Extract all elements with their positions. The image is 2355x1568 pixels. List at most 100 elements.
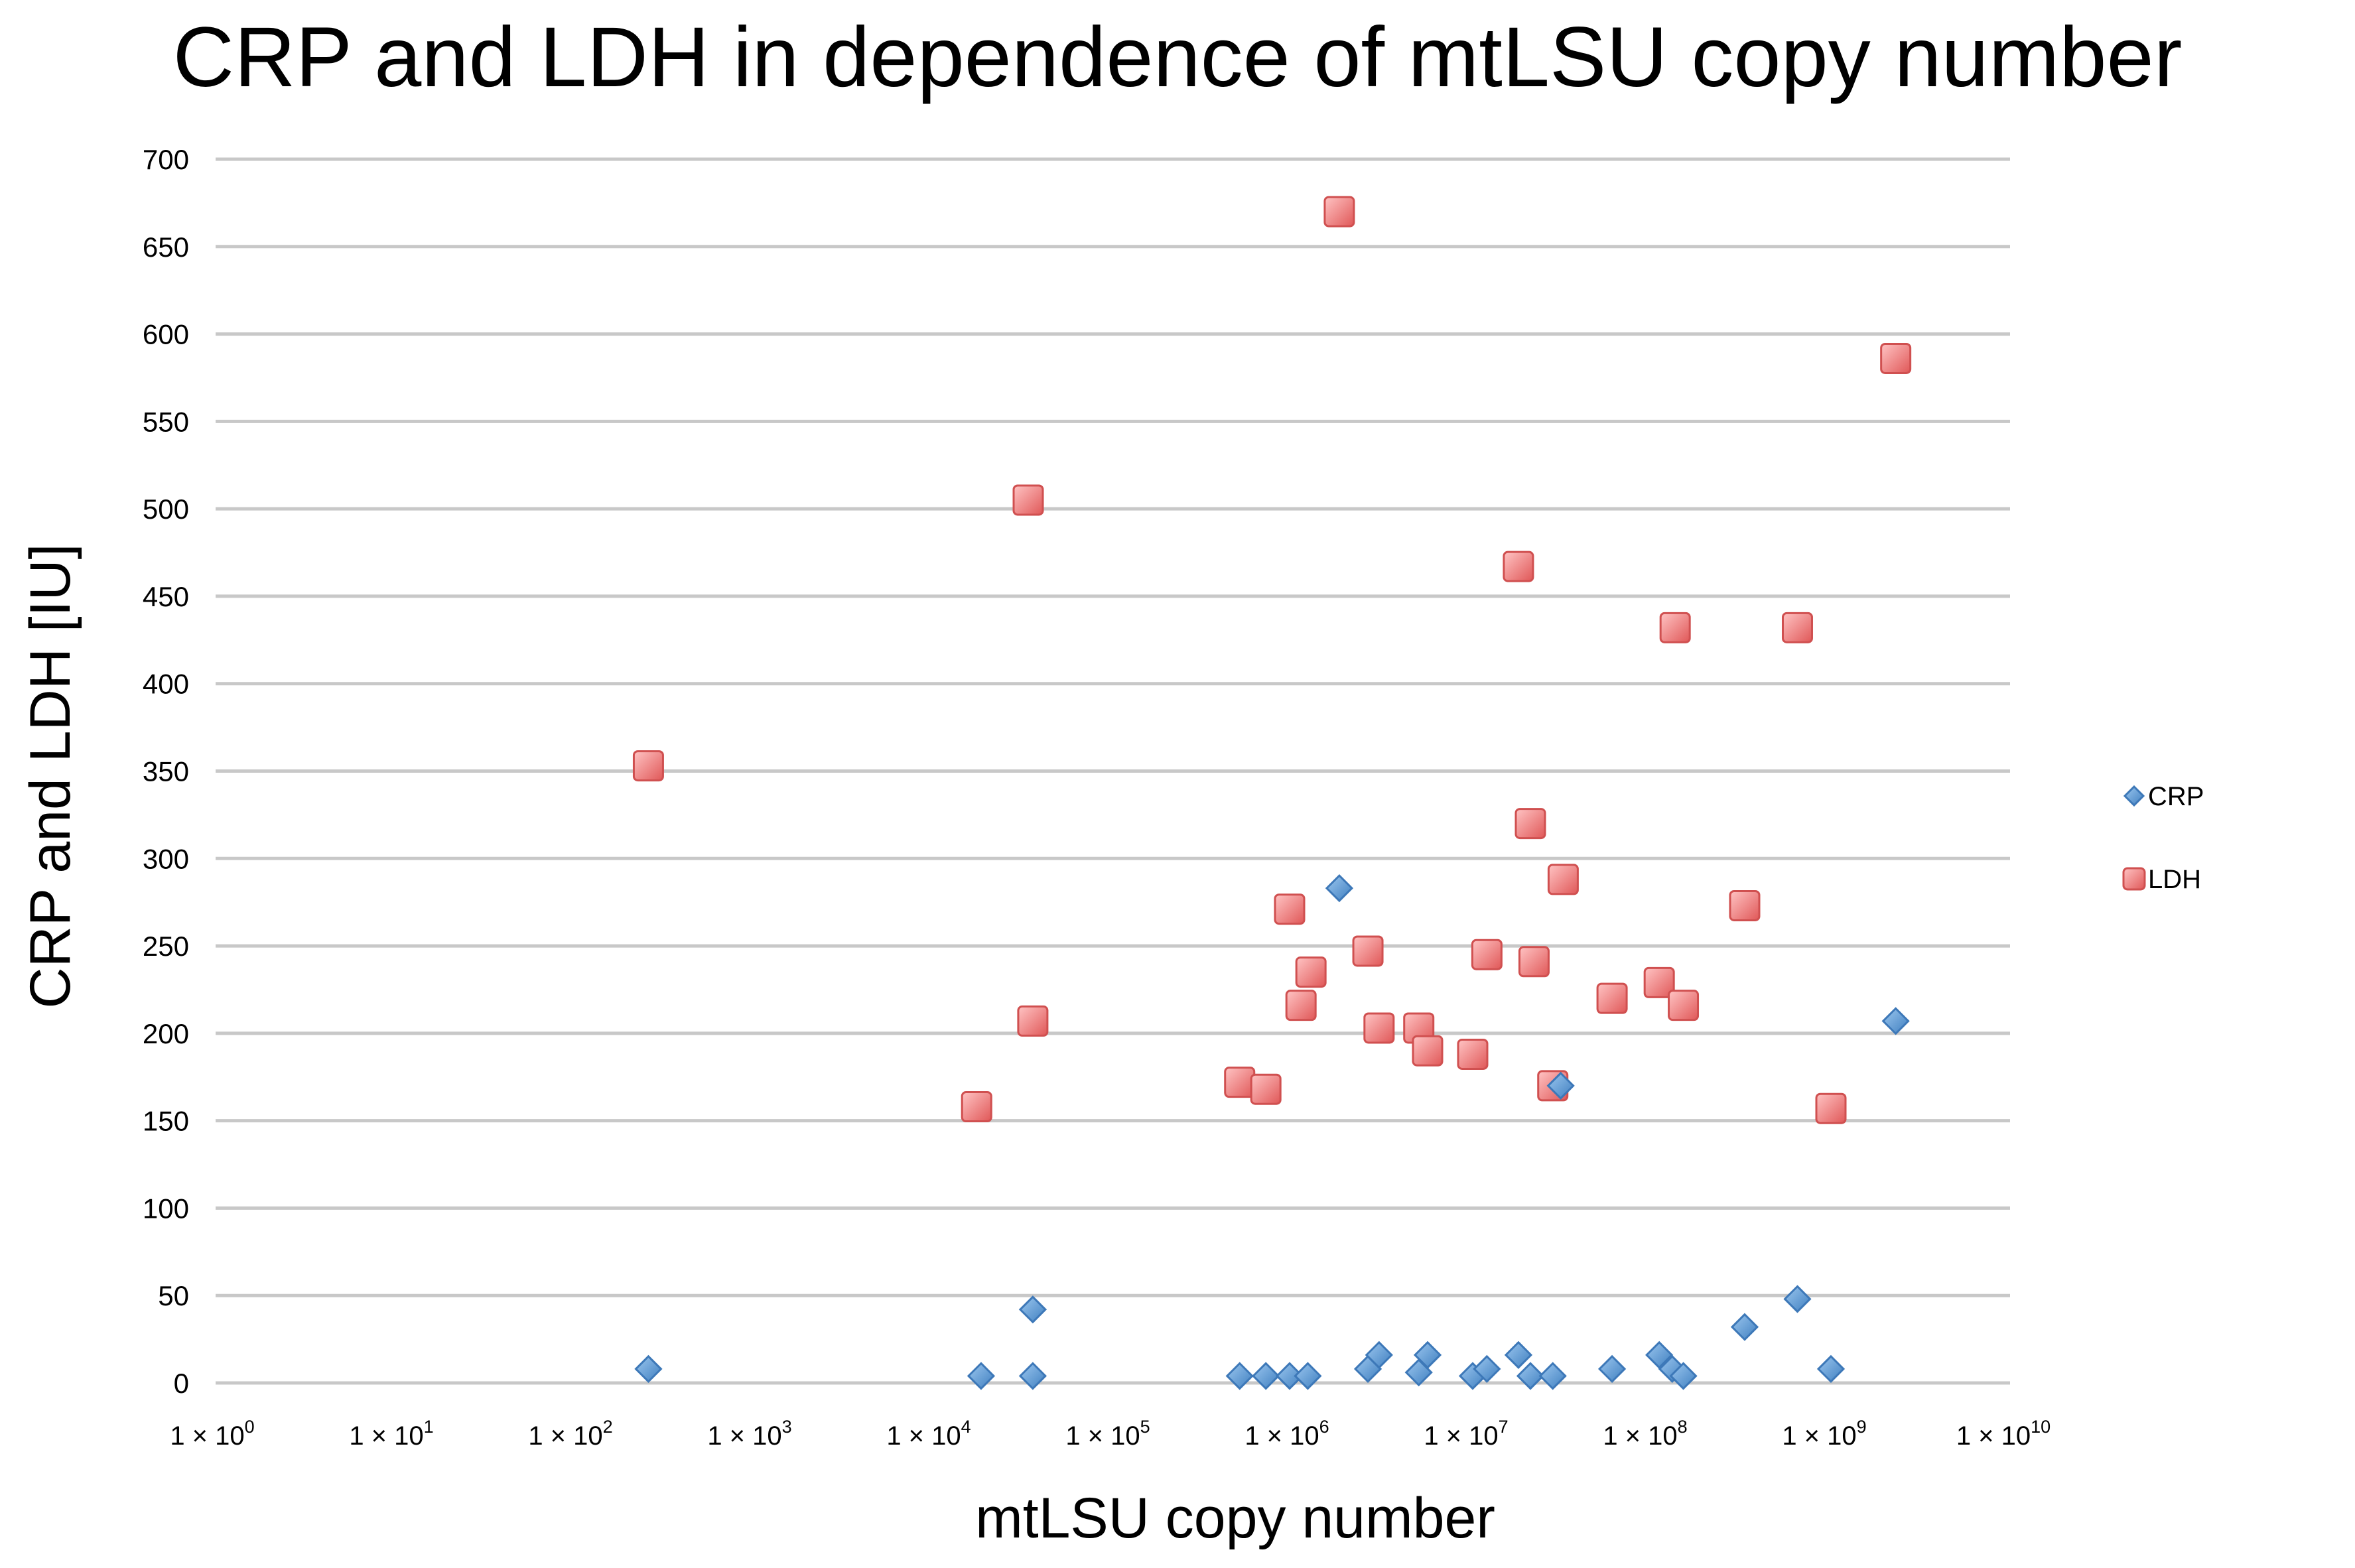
x-tick-base: 1 × 10: [1245, 1421, 1319, 1451]
crp-point: [1294, 1362, 1322, 1390]
x-tick-label: 1 × 106: [1245, 1417, 1329, 1451]
legend-label: CRP: [2148, 782, 2204, 811]
x-tick-base: 1 × 10: [528, 1421, 602, 1451]
x-tick-exponent: 4: [961, 1417, 971, 1437]
ldh-point: [1274, 893, 1306, 925]
crp-point: [1473, 1354, 1501, 1384]
y-tick-label: 700: [143, 144, 189, 175]
x-tick-label: 1 × 104: [886, 1417, 971, 1451]
ldh-series: [632, 196, 1912, 1124]
ldh-point: [1285, 990, 1317, 1021]
ldh-point: [1659, 612, 1691, 643]
ldh-point: [1412, 1035, 1444, 1067]
crp-point: [1018, 1295, 1047, 1324]
crp-point: [1365, 1340, 1393, 1369]
x-tick-base: 1 × 10: [886, 1421, 961, 1451]
ldh-point: [1518, 946, 1550, 978]
ldh-point: [1323, 196, 1355, 228]
crp-point: [634, 1354, 663, 1384]
x-tick-exponent: 2: [603, 1417, 613, 1437]
y-axis-label: CRP and LDH [IU]: [19, 543, 82, 1008]
crp-point: [1881, 1007, 1910, 1035]
x-tick-label: 1 × 105: [1065, 1417, 1150, 1451]
crp-point: [1538, 1362, 1567, 1390]
crp-point: [1325, 874, 1354, 903]
x-tick-base: 1 × 10: [1065, 1421, 1140, 1451]
ldh-point: [1729, 889, 1761, 921]
ldh-point: [1012, 484, 1044, 516]
x-axis-ticks: 1 × 100 1 × 101 1 × 102 1 × 103 1 × 104 1 × 1…: [170, 1417, 2051, 1451]
y-tick-label: 350: [143, 756, 189, 787]
y-tick-label: 250: [143, 931, 189, 962]
ldh-point: [1503, 551, 1534, 582]
x-tick-exponent: 10: [2031, 1417, 2051, 1437]
x-tick-base: 1 × 10: [1603, 1421, 1677, 1451]
ldh-point: [1363, 1012, 1395, 1044]
crp-point: [1597, 1354, 1627, 1384]
gridlines: [216, 157, 2010, 1385]
x-tick-label: 1 × 102: [528, 1417, 612, 1451]
crp-point: [1225, 1362, 1254, 1390]
crp-point: [1669, 1362, 1698, 1390]
data-points: [632, 196, 1912, 1390]
y-tick-label: 650: [143, 231, 189, 263]
x-tick-base: 1 × 10: [1956, 1421, 2031, 1451]
ldh-point: [1781, 612, 1813, 643]
legend: CRP LDH: [2122, 782, 2204, 894]
x-tick-exponent: 3: [782, 1417, 792, 1437]
x-tick-base: 1 × 10: [707, 1421, 781, 1451]
y-tick-label: 500: [143, 493, 189, 525]
x-tick-base: 1 × 10: [170, 1421, 244, 1451]
x-tick-exponent: 6: [1319, 1417, 1329, 1437]
crp-series: [634, 874, 1910, 1390]
crp-point: [1645, 1340, 1674, 1369]
legend-item-ldh: LDH: [2122, 865, 2201, 894]
y-tick-label: 550: [143, 406, 189, 437]
ldh-point: [1596, 982, 1628, 1014]
crp-point: [1546, 1071, 1575, 1100]
crp-point: [1816, 1354, 1846, 1384]
crp-point: [1504, 1340, 1533, 1369]
crp-point: [1516, 1362, 1545, 1390]
y-tick-label: 300: [143, 843, 189, 874]
crp-point: [1730, 1313, 1759, 1341]
y-axis-ticks: 7006506005505004504003503002502001501005…: [143, 144, 189, 1399]
ldh-point: [1880, 342, 1912, 374]
crp-point: [1018, 1362, 1047, 1390]
y-tick-label: 600: [143, 319, 189, 350]
x-tick-exponent: 9: [1857, 1417, 1867, 1437]
x-tick-label: 1 × 108: [1603, 1417, 1687, 1451]
ldh-point: [1017, 1005, 1049, 1037]
x-tick-base: 1 × 10: [1782, 1421, 1856, 1451]
ldh-point: [632, 750, 664, 782]
crp-point: [1413, 1340, 1442, 1369]
y-tick-label: 150: [143, 1106, 189, 1137]
ldh-point: [1352, 935, 1384, 967]
y-tick-label: 450: [143, 581, 189, 612]
y-tick-label: 100: [143, 1193, 189, 1224]
ldh-point: [1547, 864, 1579, 895]
y-tick-label: 200: [143, 1018, 189, 1049]
x-tick-label: 1 × 103: [707, 1417, 791, 1451]
ldh-point: [1514, 808, 1546, 840]
crp-point: [967, 1362, 996, 1390]
ldh-point: [961, 1091, 992, 1123]
legend-label: LDH: [2148, 865, 2201, 894]
ldh-point-legend-marker: [2122, 867, 2146, 891]
ldh-point: [1471, 939, 1503, 970]
ldh-point: [1295, 956, 1327, 988]
ldh-point: [1224, 1067, 1256, 1098]
y-tick-label: 0: [174, 1368, 189, 1399]
x-tick-base: 1 × 10: [349, 1421, 423, 1451]
crp-point-legend-marker: [2123, 785, 2145, 807]
x-tick-exponent: 5: [1140, 1417, 1150, 1437]
x-tick-label: 1 × 1010: [1956, 1417, 2051, 1451]
x-tick-exponent: 7: [1499, 1417, 1509, 1437]
ldh-point: [1457, 1038, 1489, 1070]
x-tick-exponent: 0: [245, 1417, 255, 1437]
crp-point: [1252, 1362, 1280, 1390]
ldh-point: [1815, 1092, 1847, 1124]
crp-point: [1783, 1285, 1812, 1313]
x-tick-label: 1 × 109: [1782, 1417, 1866, 1451]
